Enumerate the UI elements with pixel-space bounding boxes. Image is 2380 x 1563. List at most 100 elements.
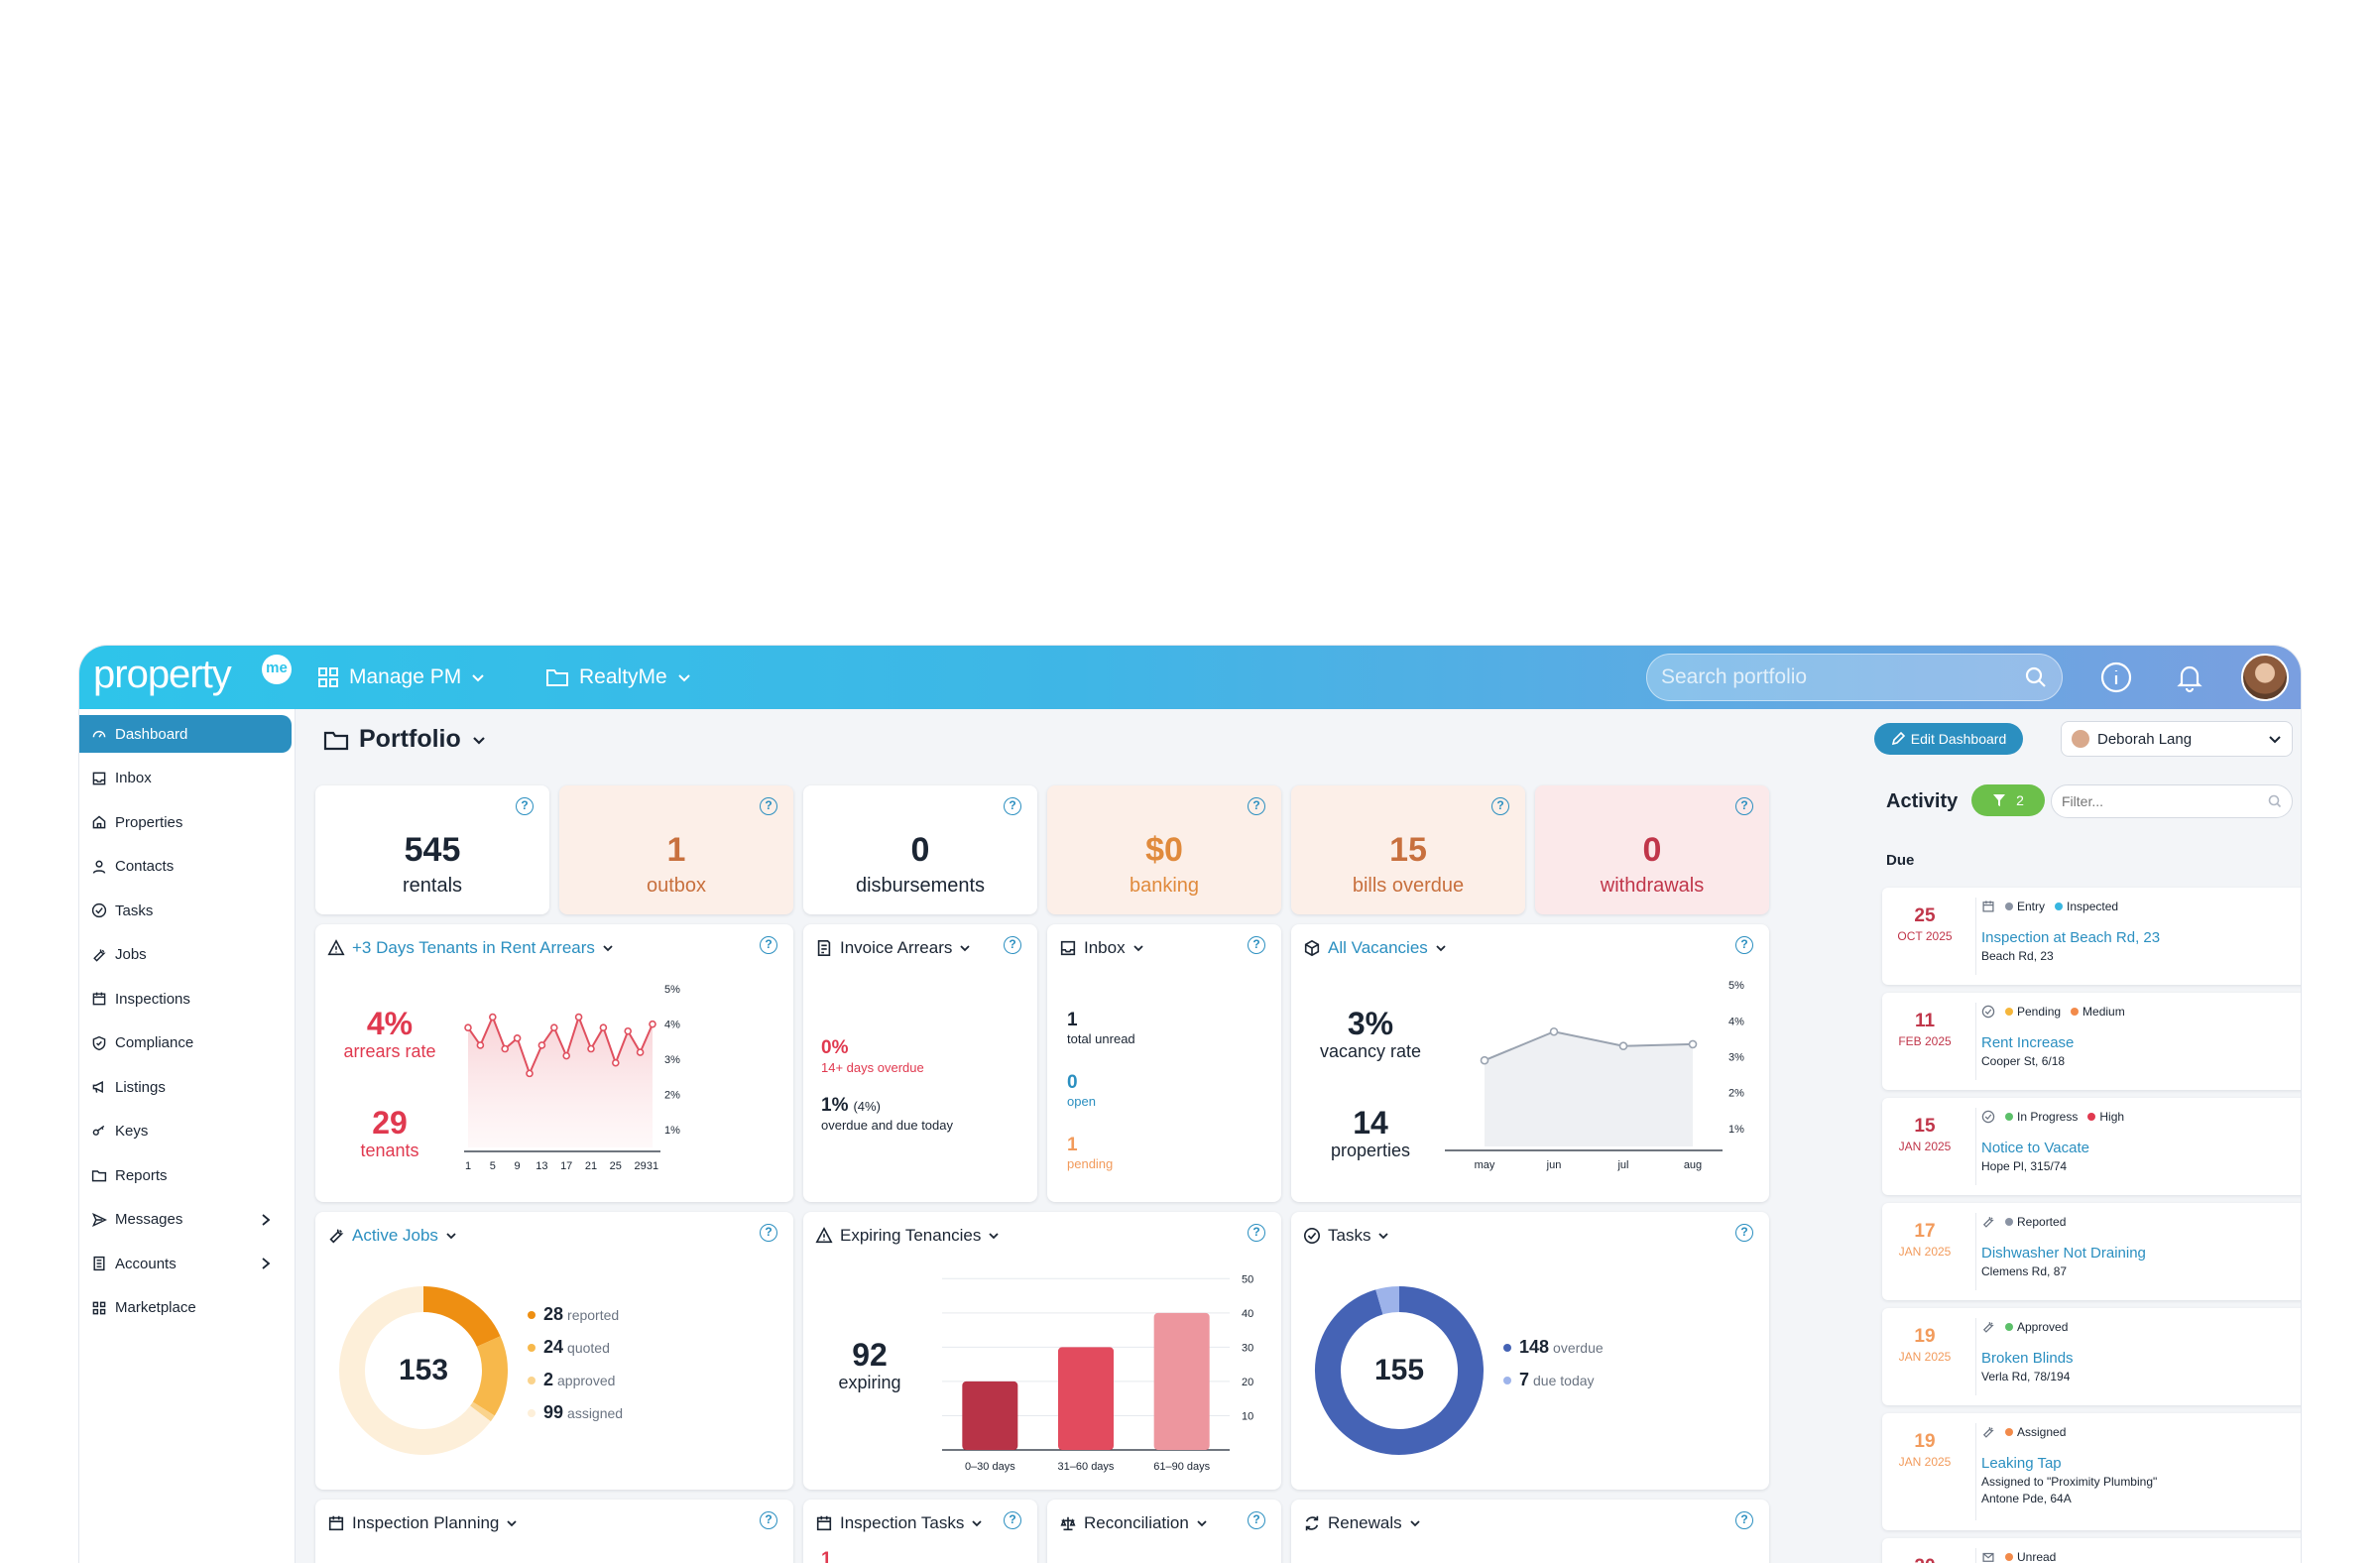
search-icon[interactable] [2268,794,2282,808]
card-title[interactable]: Inspection Tasks [815,1513,983,1533]
chevron-down-icon[interactable] [1409,1517,1421,1529]
chevron-down-icon[interactable] [445,1230,457,1242]
kpi-card-banking: ? $0 banking [1047,785,1281,914]
sidebar-item-contacts[interactable]: Contacts [79,848,292,886]
activity-item[interactable]: 15 JAN 2025 In Progress High Notice to Vacat… [1882,1098,2301,1195]
sidebar-item-jobs[interactable]: Jobs [79,936,292,974]
help-icon[interactable]: ? [1735,1511,1753,1529]
help-icon[interactable]: ? [760,936,777,954]
activity-item[interactable]: 25 OCT 2025 Entry Inspected Inspection at Be… [1882,888,2301,985]
card-title[interactable]: Tasks [1303,1226,1389,1246]
help-icon[interactable]: ? [1735,797,1753,815]
sidebar-item-tasks[interactable]: Tasks [79,892,292,929]
kpi-label: rentals [402,875,463,897]
vacancy-point [1480,1055,1489,1065]
realtyme-menu[interactable]: RealtyMe [545,661,691,693]
vacancy-point [1618,1041,1628,1051]
help-icon[interactable]: ? [1004,1511,1021,1529]
chevron-right-icon[interactable] [260,1257,272,1270]
help-icon[interactable]: ? [760,797,777,815]
tenancies-bar[interactable] [1058,1347,1114,1450]
status-dot [2005,902,2013,910]
sidebar-item-marketplace[interactable]: Marketplace [79,1289,292,1327]
card-title[interactable]: +3 Days Tenants in Rent Arrears [327,938,614,958]
sidebar-item-properties[interactable]: Properties [79,803,292,841]
card-title[interactable]: Inbox [1059,938,1144,958]
activity-item[interactable]: 11 FEB 2025 Pending Medium Rent Increase Coop… [1882,993,2301,1090]
page-title: Portfolio [359,725,461,753]
chevron-down-icon[interactable] [988,1230,1000,1242]
chevron-right-icon[interactable] [260,1213,272,1227]
chevron-down-icon[interactable] [506,1517,518,1529]
tenancies-bar[interactable] [962,1381,1018,1450]
folder-icon [323,731,349,750]
sidebar-item-listings[interactable]: Listings [79,1068,292,1106]
search-icon[interactable] [2024,665,2048,689]
chevron-down-icon[interactable] [959,942,971,954]
top-bar: property me Manage PM RealtyMe [79,646,2301,709]
sidebar-item-keys[interactable]: Keys [79,1113,292,1150]
card-title[interactable]: Inspection Planning [327,1513,518,1533]
card-title[interactable]: Invoice Arrears [815,938,971,958]
help-icon[interactable]: ? [1248,1224,1265,1242]
kpi-card-outbox: ? 1 outbox [559,785,793,914]
sidebar-item-inbox[interactable]: Inbox [79,760,292,797]
card-title[interactable]: Renewals [1303,1513,1421,1533]
tenancies-bar[interactable] [1153,1312,1210,1450]
activity-divider [1975,1003,1976,1080]
help-icon[interactable]: ? [516,797,534,815]
activity-body: Reported Dishwasher Not Draining Clemens R… [1981,1215,2301,1278]
help-icon[interactable]: ? [1491,797,1509,815]
info-icon[interactable] [2098,660,2134,695]
activity-item[interactable]: 17 JAN 2025 Reported Dishwasher Not Drainin… [1882,1203,2301,1300]
card-title-label: Inspection Tasks [840,1513,965,1532]
help-icon[interactable]: ? [760,1224,777,1242]
activity-section-due: Due [1886,852,1915,869]
chevron-down-icon[interactable] [1377,1230,1389,1242]
help-icon[interactable]: ? [1735,936,1753,954]
activity-filter-badge[interactable]: 2 [1971,784,2045,816]
vacancy-rate-label: vacancy rate [1319,1041,1422,1061]
sidebar-item-reports[interactable]: Reports [79,1156,292,1194]
search-input[interactable] [1661,665,2024,689]
help-icon[interactable]: ? [760,1511,777,1529]
help-icon[interactable]: ? [1248,936,1265,954]
app-window: property me Manage PM RealtyMe Dashboard… [79,646,2301,1563]
sidebar-item-inspections[interactable]: Inspections [79,980,292,1018]
activity-tags: In Progress High [1981,1110,2301,1124]
card-title[interactable]: All Vacancies [1303,938,1447,958]
activity-tags: Reported [1981,1215,2301,1229]
chevron-down-icon[interactable] [971,1517,983,1529]
gauge-icon [92,730,106,738]
sidebar-item-dashboard[interactable]: Dashboard [79,715,292,753]
manage-pm-menu[interactable]: Manage PM [317,661,485,693]
logo[interactable]: property me [93,653,292,704]
tasks-legend-item: 148 overdue [1503,1337,1604,1358]
chevron-down-icon[interactable] [1435,942,1447,954]
card-title[interactable]: Expiring Tenancies [815,1226,1000,1246]
help-icon[interactable]: ? [1735,1224,1753,1242]
sidebar-item-compliance[interactable]: Compliance [79,1024,292,1062]
chevron-down-icon[interactable] [602,942,614,954]
activity-filter-input[interactable] [2062,793,2268,809]
bell-icon[interactable] [2172,660,2207,695]
chevron-down-icon[interactable] [1196,1517,1208,1529]
card-title[interactable]: Reconciliation [1059,1513,1208,1533]
edit-dashboard-button[interactable]: Edit Dashboard [1874,723,2023,755]
help-icon[interactable]: ? [1004,797,1021,815]
activity-item[interactable]: 20 Unread [1882,1538,2301,1563]
help-icon[interactable]: ? [1004,936,1021,954]
help-icon[interactable]: ? [1248,1511,1265,1529]
portfolio-selector[interactable]: Portfolio [323,725,487,754]
sidebar-item-messages[interactable]: Messages [79,1201,292,1239]
arrears-point [513,1034,522,1042]
user-select[interactable]: Deborah Lang [2061,721,2293,757]
activity-item[interactable]: 19 JAN 2025 Assigned Leaking Tap Assigned to… [1882,1413,2301,1530]
activity-item[interactable]: 19 JAN 2025 Approved Broken Blinds Verla Rd,… [1882,1308,2301,1405]
sidebar-item-accounts[interactable]: Accounts [79,1245,292,1282]
chevron-down-icon[interactable] [1132,942,1144,954]
card-title[interactable]: Active Jobs [327,1226,457,1246]
user-avatar[interactable] [2241,654,2289,701]
calendar-icon [328,1515,344,1531]
help-icon[interactable]: ? [1248,797,1265,815]
